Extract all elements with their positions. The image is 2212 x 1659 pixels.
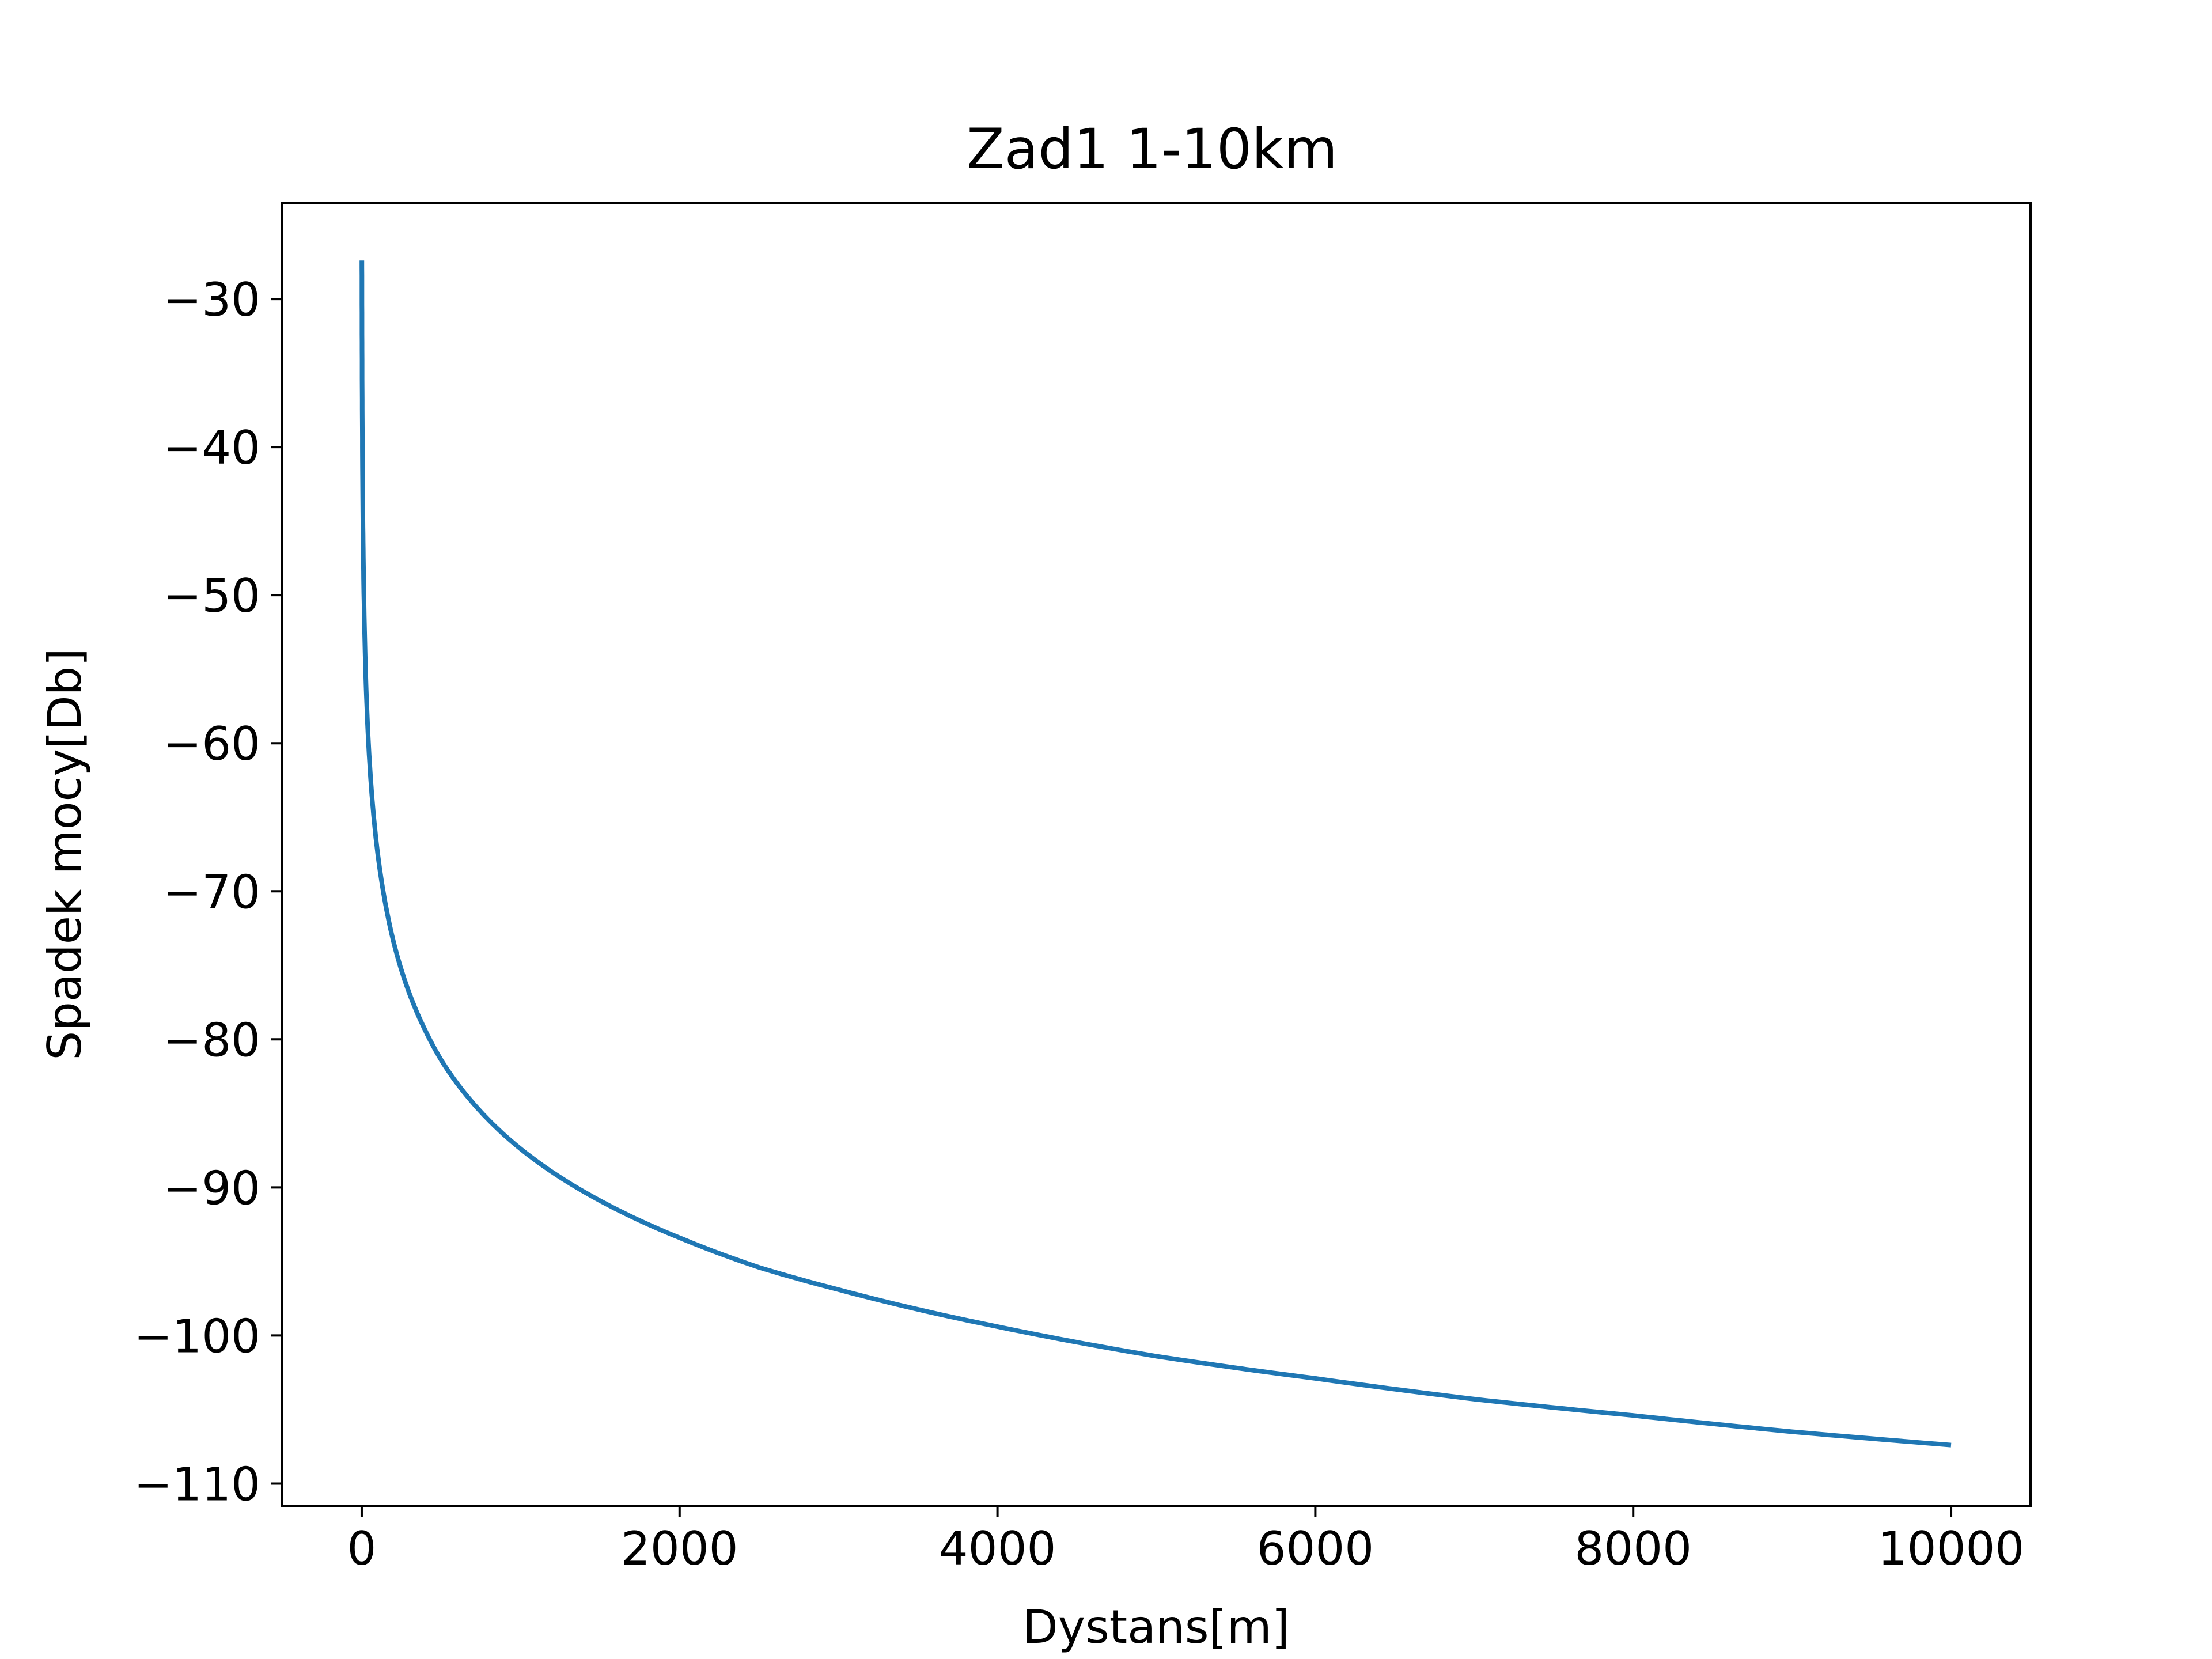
- y-tick-label: −100: [134, 1309, 260, 1363]
- y-tick-label: −90: [163, 1161, 260, 1215]
- chart-title: Zad1 1-10km: [967, 117, 1338, 181]
- x-tick-label: 4000: [939, 1522, 1056, 1575]
- y-tick-label: −70: [163, 865, 260, 919]
- plot-area: [359, 260, 1952, 1448]
- y-axis: −30 −40 −50 −60 −70 −80 −90 −100 −110: [134, 273, 282, 1511]
- x-tick-label: 10000: [1878, 1522, 2025, 1575]
- y-tick-label: −110: [134, 1457, 260, 1511]
- x-axis: 0 2000 4000 6000 8000 10000: [347, 1506, 2025, 1575]
- x-tick-label: 0: [347, 1522, 377, 1575]
- y-tick-label: −30: [163, 273, 260, 327]
- plot-frame: [281, 202, 2032, 1507]
- x-tick-label: 8000: [1574, 1522, 1692, 1575]
- x-tick-label: 6000: [1257, 1522, 1374, 1575]
- y-tick-label: −60: [163, 717, 260, 771]
- y-tick-label: −80: [163, 1013, 260, 1067]
- y-tick-label: −40: [163, 421, 260, 475]
- y-tick-label: −50: [163, 569, 260, 623]
- x-tick-label: 2000: [621, 1522, 738, 1575]
- series-line-0: [359, 260, 1952, 1448]
- y-axis-label: Spadek mocy[Db]: [38, 648, 92, 1060]
- x-axis-label: Dystans[m]: [1022, 1600, 1290, 1654]
